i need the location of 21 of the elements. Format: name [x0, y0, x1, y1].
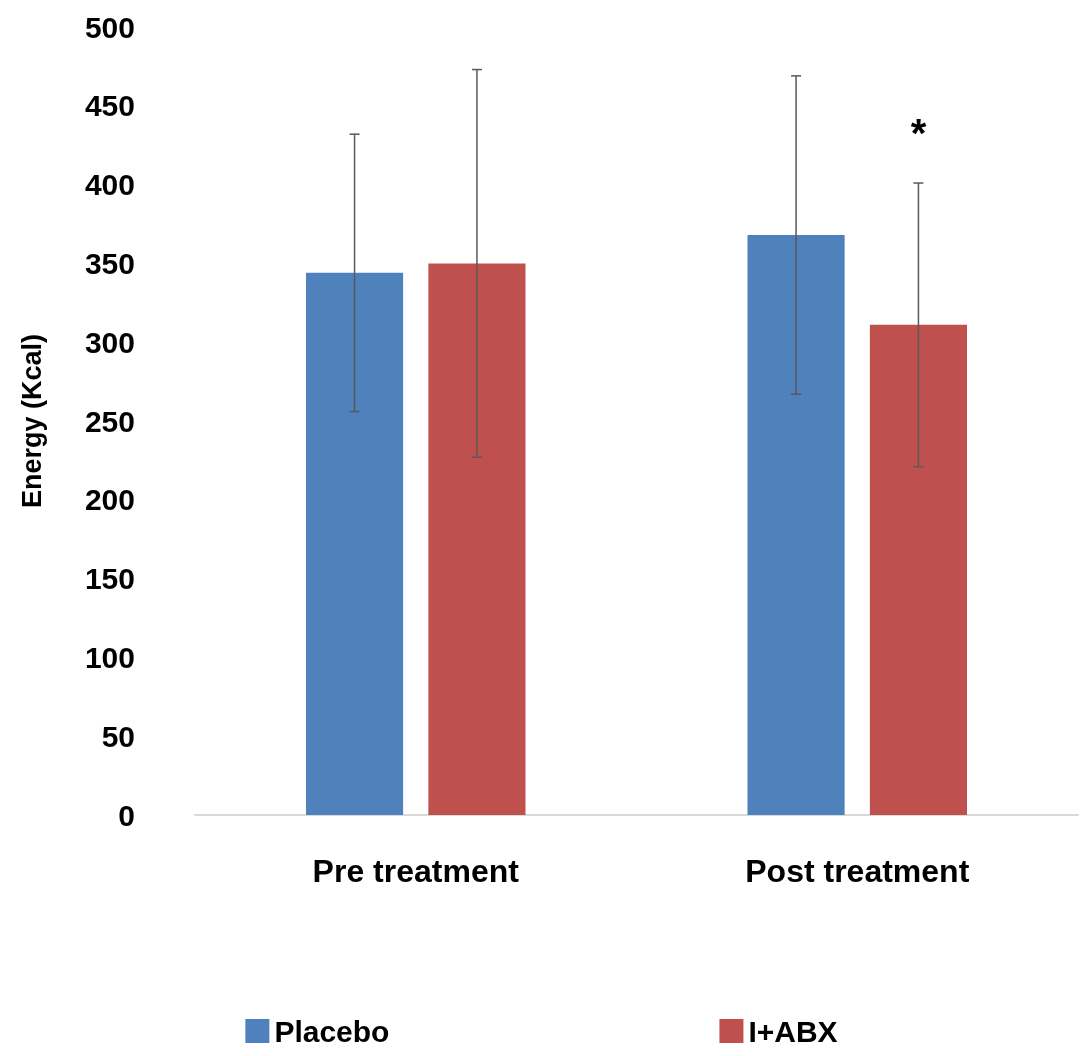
- y-tick-label: 0: [118, 798, 135, 832]
- y-tick-label: 400: [84, 168, 135, 202]
- legend-label: Placebo: [274, 1014, 390, 1048]
- y-tick-label: 450: [84, 89, 135, 123]
- y-axis-title: Energy (Kcal): [16, 333, 47, 509]
- y-tick-label: 150: [84, 562, 135, 596]
- y-tick-label: 300: [84, 325, 135, 359]
- legend-label: I+ABX: [748, 1014, 838, 1048]
- annotation: *: [910, 111, 927, 156]
- y-tick-label: 100: [84, 640, 135, 674]
- y-tick-label: 50: [101, 719, 135, 753]
- y-tick-label: 250: [84, 404, 135, 438]
- bar: [869, 324, 968, 815]
- x-tick-label: Pre treatment: [312, 853, 520, 889]
- y-tick-label: 500: [84, 10, 135, 44]
- bar: [428, 263, 526, 815]
- bar: [305, 272, 404, 815]
- bar: [747, 235, 845, 815]
- x-tick-label: Post treatment: [745, 853, 970, 889]
- y-tick-label: 200: [84, 483, 135, 517]
- y-tick-label: 350: [84, 246, 135, 280]
